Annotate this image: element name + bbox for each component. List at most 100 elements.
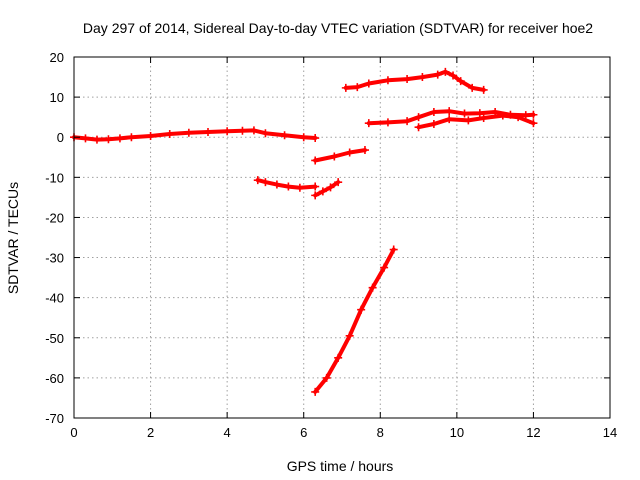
data-point (479, 85, 488, 94)
y-tick-label: 20 (50, 50, 64, 65)
data-point (464, 116, 473, 125)
data-point (311, 182, 320, 191)
data-point (115, 134, 124, 143)
y-tick-label: -30 (45, 251, 64, 266)
data-point (353, 83, 362, 92)
data-point (360, 146, 369, 155)
data-point (311, 156, 320, 165)
data-point (521, 111, 530, 120)
data-point (345, 331, 354, 340)
data-point (475, 109, 484, 118)
data-point (223, 127, 232, 136)
data-point (284, 182, 293, 191)
y-tick-label: 10 (50, 90, 64, 105)
data-point (311, 387, 320, 396)
data-point (238, 126, 247, 135)
series-segment-1 (70, 126, 320, 144)
data-point (184, 128, 193, 137)
data-point (299, 133, 308, 142)
data-point (326, 183, 335, 192)
axis-ticks (73, 56, 611, 419)
data-point (341, 83, 350, 92)
data-point (249, 126, 258, 135)
grid-lines (74, 57, 610, 418)
series-segment-4 (311, 245, 398, 396)
y-tick-label: -50 (45, 331, 64, 346)
data-point (418, 73, 427, 82)
series-segment-3 (311, 178, 343, 200)
x-tick-label: 0 (70, 425, 77, 440)
data-point (364, 79, 373, 88)
data-point (429, 107, 438, 116)
x-tick-label: 4 (224, 425, 231, 440)
data-point (104, 135, 113, 144)
data-point (468, 83, 477, 92)
x-tick-label: 2 (147, 425, 154, 440)
data-point (368, 283, 377, 292)
data-point (460, 109, 469, 118)
data-point (514, 113, 523, 122)
data-point (445, 115, 454, 124)
data-point (318, 187, 327, 196)
plot-frame (73, 56, 611, 419)
data-point (253, 176, 262, 185)
series-segment-2 (253, 176, 320, 192)
y-tick-label: 0 (57, 130, 64, 145)
x-tick-labels: 0 2 4 6 8 10 12 14 (70, 425, 617, 440)
y-tick-label: -40 (45, 291, 64, 306)
data-point (441, 67, 450, 76)
data-point (380, 263, 389, 272)
data-point (261, 178, 270, 187)
series-segment-5 (311, 146, 369, 165)
data-point (498, 111, 507, 120)
data-point (364, 119, 373, 128)
data-point (479, 113, 488, 122)
data-point (92, 135, 101, 144)
x-axis-label: GPS time / hours (287, 458, 394, 474)
data-point (529, 110, 538, 119)
data-point (334, 178, 343, 187)
data-point (456, 77, 465, 86)
data-point (445, 107, 454, 116)
data-point (449, 71, 458, 80)
x-tick-label: 14 (603, 425, 617, 440)
data-point (429, 119, 438, 128)
data-point (414, 123, 423, 132)
y-tick-label: -60 (45, 371, 64, 386)
data-point (334, 353, 343, 362)
y-tick-labels: 20 10 0 -10 -20 -30 -40 -50 -60 -70 (45, 50, 64, 426)
y-axis-label: SDTVAR / TECUs (5, 182, 21, 294)
chart-title: Day 297 of 2014, Sidereal Day-to-day VTE… (83, 20, 593, 36)
data-point (322, 373, 331, 382)
x-tick-label: 12 (526, 425, 540, 440)
data-point (311, 191, 320, 200)
data-point (146, 132, 155, 141)
series-line (72, 128, 318, 142)
y-tick-label: -20 (45, 210, 64, 225)
data-point (345, 148, 354, 157)
data-point (383, 76, 392, 85)
data-point (529, 119, 538, 128)
data-point (295, 183, 304, 192)
series-segment-8 (414, 111, 538, 132)
data-point (403, 75, 412, 84)
data-point (357, 305, 366, 314)
x-tick-label: 8 (377, 425, 384, 440)
data-point (383, 118, 392, 127)
data-point (204, 128, 212, 137)
data-point (280, 131, 289, 140)
x-tick-label: 10 (450, 425, 464, 440)
y-tick-label: -70 (45, 411, 64, 426)
y-tick-label: -10 (45, 170, 64, 185)
data-point (311, 134, 320, 143)
data-point (261, 129, 270, 138)
data-point (403, 117, 412, 126)
x-tick-label: 6 (300, 425, 307, 440)
data-point (81, 134, 90, 143)
series-segment-6 (341, 67, 488, 94)
data-point (389, 245, 398, 254)
data-point (165, 130, 174, 139)
data-point (330, 152, 339, 161)
series-line (313, 247, 396, 394)
